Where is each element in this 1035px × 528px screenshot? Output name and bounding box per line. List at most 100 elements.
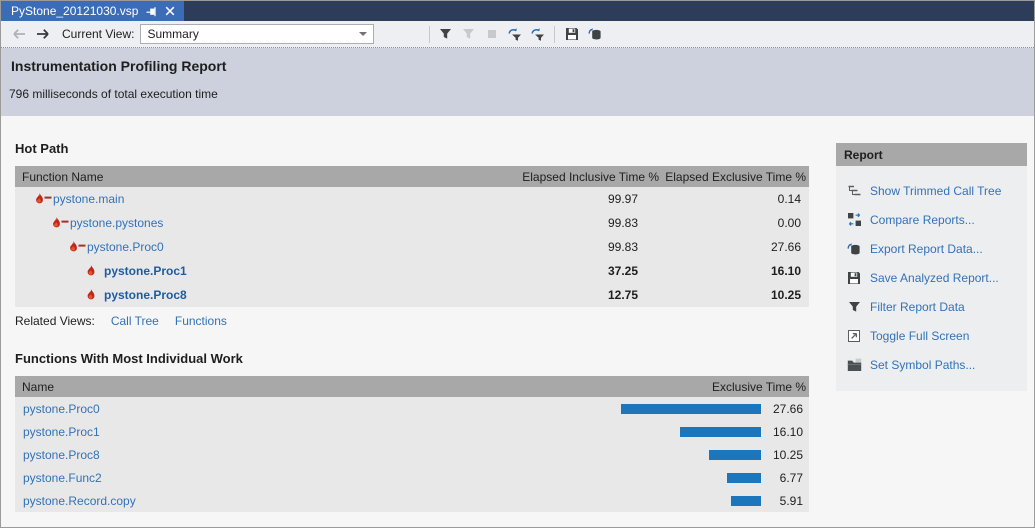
current-view-value: Summary (147, 27, 199, 41)
individual-work-rows: pystone.Proc0 27.66 pystone.Proc1 16.10 pyst… (15, 397, 809, 512)
inclusive-time-value: 37.25 (607, 264, 638, 278)
function-link[interactable]: pystone.main (53, 192, 125, 206)
hot-path-row: pystone.Proc8 12.75 10.25 (15, 283, 809, 307)
exclusive-time-value: 27.66 (770, 240, 801, 254)
document-tab-bar: PyStone_20121030.vsp (1, 1, 1034, 21)
current-view-label: Current View: (62, 27, 135, 41)
report-action-link[interactable]: Show Trimmed Call Tree (870, 183, 1002, 198)
function-name-cell: pystone.Record.copy (15, 494, 461, 508)
function-name-cell: pystone.main (15, 192, 458, 206)
exclusive-time-value: 0.00 (777, 216, 801, 230)
report-panel-items: Show Trimmed Call Tree Compare Reports...… (836, 166, 1027, 391)
report-panel-item[interactable]: Toggle Full Screen (836, 321, 1027, 350)
exclusive-time-bar-cell (461, 495, 761, 506)
individual-work-row: pystone.Proc0 27.66 (15, 397, 809, 420)
inclusive-time-value: 99.83 (607, 240, 638, 254)
exclusive-time-bar (680, 426, 761, 437)
report-panel-item[interactable]: Export Report Data... (836, 234, 1027, 263)
toolbar: Current View: Summary (1, 21, 1034, 48)
report-panel-item[interactable]: Set Symbol Paths... (836, 350, 1027, 379)
report-panel-item[interactable]: Show Trimmed Call Tree (836, 176, 1027, 205)
summary-content: Hot Path Function Name Elapsed Inclusive… (1, 116, 836, 512)
inclusive-time-value: 99.97 (607, 192, 638, 206)
save-report-icon (846, 270, 862, 286)
function-name-cell: pystone.Proc0 (15, 402, 461, 416)
report-panel-title: Report (836, 143, 1027, 166)
chevron-down-icon (359, 32, 368, 36)
exclusive-time-value: 10.25 (772, 447, 803, 462)
exclusive-time-bar (731, 495, 761, 506)
function-link[interactable]: pystone.Record.copy (23, 493, 136, 508)
column-elapsed-exclusive: Elapsed Exclusive Time % (665, 169, 806, 184)
call-tree-icon (846, 183, 862, 199)
flame-icon (86, 265, 100, 277)
function-link[interactable]: pystone.Proc1 (23, 424, 100, 439)
report-action-link[interactable]: Export Report Data... (870, 241, 983, 256)
filter-icon (846, 299, 862, 315)
toolbar-icon-group (434, 24, 606, 45)
hot-path-table-header: Function Name Elapsed Inclusive Time % E… (15, 166, 809, 187)
function-name-cell: pystone.Proc1 (15, 264, 458, 278)
page-title: Instrumentation Profiling Report (11, 58, 227, 74)
current-view-dropdown[interactable]: Summary (140, 24, 375, 44)
function-link[interactable]: pystone.Proc8 (23, 447, 100, 462)
document-tab[interactable]: PyStone_20121030.vsp (1, 1, 185, 21)
toolbar-separator (429, 25, 431, 43)
report-header: Instrumentation Profiling Report 796 mil… (1, 48, 1034, 116)
apply-filter-save-icon[interactable] (527, 24, 548, 45)
column-function-name: Function Name (22, 169, 104, 184)
hot-path-flame-line-icon (35, 193, 52, 205)
function-link[interactable]: pystone.Proc0 (87, 240, 164, 254)
function-link[interactable]: pystone.Func2 (23, 470, 102, 485)
close-icon[interactable] (165, 6, 175, 16)
export-data-icon[interactable] (584, 24, 605, 45)
forward-arrow-icon[interactable] (35, 26, 51, 42)
hot-path-flame-line-icon (69, 241, 86, 253)
inclusive-time-value: 99.83 (607, 216, 638, 230)
report-action-link[interactable]: Filter Report Data (870, 299, 965, 314)
export-data-icon (846, 241, 862, 257)
report-panel-item[interactable]: Save Analyzed Report... (836, 263, 1027, 292)
report-action-link[interactable]: Set Symbol Paths... (870, 357, 976, 372)
exclusive-time-value: 16.10 (772, 424, 803, 439)
function-link[interactable]: pystone.Proc8 (104, 288, 187, 302)
hot-path-row: pystone.pystones 99.83 0.00 (15, 211, 809, 235)
exclusive-time-value: 10.25 (770, 288, 801, 302)
individual-work-table-header: Name Exclusive Time % (15, 376, 809, 397)
exclusive-time-bar-cell (461, 426, 761, 437)
report-panel-item[interactable]: Compare Reports... (836, 205, 1027, 234)
total-time-text: 796 milliseconds of total execution time (9, 87, 218, 101)
hot-path-title: Hot Path (15, 141, 69, 156)
column-name: Name (22, 379, 55, 394)
tab-title: PyStone_20121030.vsp (11, 4, 139, 18)
report-action-link[interactable]: Compare Reports... (870, 212, 975, 227)
function-link[interactable]: pystone.Proc0 (23, 401, 100, 416)
related-views-label: Related Views: (15, 314, 95, 328)
exclusive-time-bar-cell (461, 403, 761, 414)
individual-work-row: pystone.Proc8 10.25 (15, 443, 809, 466)
filter-icon[interactable] (435, 24, 456, 45)
compare-reports-icon (846, 212, 862, 228)
report-panel-item[interactable]: Filter Report Data (836, 292, 1027, 321)
function-name-cell: pystone.Proc1 (15, 425, 461, 439)
exclusive-time-value: 0.14 (777, 192, 801, 206)
fullscreen-icon (846, 328, 862, 344)
save-report-icon[interactable] (561, 24, 582, 45)
flame-icon (86, 289, 100, 301)
hot-path-table: Function Name Elapsed Inclusive Time % E… (15, 166, 809, 307)
column-exclusive-time: Exclusive Time % (711, 379, 806, 394)
individual-work-row: pystone.Record.copy 5.91 (15, 489, 809, 512)
exclusive-time-bar (709, 449, 761, 460)
function-link[interactable]: pystone.Proc1 (104, 264, 187, 278)
report-action-link[interactable]: Toggle Full Screen (870, 328, 970, 343)
report-action-link[interactable]: Save Analyzed Report... (870, 270, 999, 285)
related-view-functions[interactable]: Functions (174, 314, 227, 328)
reapply-filter-icon[interactable] (504, 24, 525, 45)
related-view-call-tree[interactable]: Call Tree (110, 314, 159, 328)
report-panel: Report Show Trimmed Call Tree Compare Rep… (836, 143, 1027, 391)
function-link[interactable]: pystone.pystones (70, 216, 164, 230)
pin-icon[interactable] (146, 6, 157, 17)
hot-path-rows: pystone.main 99.97 0.14 pystone.pystones 99.… (15, 187, 809, 307)
individual-work-row: pystone.Proc1 16.10 (15, 420, 809, 443)
